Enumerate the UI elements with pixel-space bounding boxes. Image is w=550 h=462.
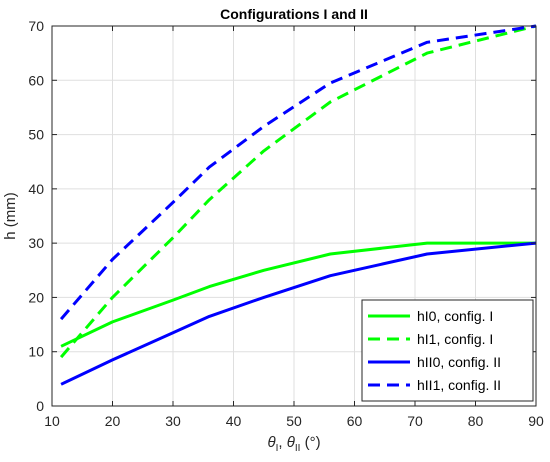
ticks [51,25,537,407]
x-tick-label: 90 [528,413,544,429]
legend-entry: hI0, config. I [417,308,493,324]
y-tick-label: 40 [28,181,44,197]
x-tick-label: 70 [407,413,423,429]
x-tick-labels: 10 20 30 40 50 60 70 80 90 [44,413,544,429]
y-tick-label: 50 [28,127,44,143]
x-axis-label-sub-1: I [276,443,279,454]
y-tick-label: 10 [28,344,44,360]
x-axis-label-theta-1: θ [267,434,275,451]
y-tick-label: 60 [28,72,44,88]
legend-entry: hI1, config. I [417,331,493,347]
y-tick-label: 30 [28,235,44,251]
y-axis-label: h (mm) [2,192,19,240]
x-tick-label: 50 [286,413,302,429]
y-tick-label: 20 [28,289,44,305]
x-axis-label-theta-2: θ [287,434,295,451]
x-axis-label-sep: , [278,434,286,451]
x-tick-label: 20 [105,413,121,429]
series-line [60,241,537,386]
x-tick-label: 60 [347,413,363,429]
series-lines [59,24,537,386]
x-tick-label: 30 [165,413,181,429]
series-line [59,24,537,321]
x-tick-label: 40 [226,413,242,429]
series-line [60,241,536,348]
legend-entry: hII1, config. II [417,377,501,393]
x-tick-label: 10 [44,413,60,429]
series-line [59,24,537,359]
x-axis-label-sub-2: II [295,443,301,454]
chart-title: Configurations I and II [220,6,368,22]
x-tick-label: 80 [468,413,484,429]
y-tick-labels: 0 10 20 30 40 50 60 70 [28,18,44,414]
x-axis-label: θI, θII (°) [267,434,320,454]
y-tick-label: 0 [36,398,44,414]
legend-entry: hII0, config. II [417,354,501,370]
x-axis-label-unit: (°) [300,434,320,451]
legend: hI0, config. I hI1, config. I hII0, config… [361,299,534,402]
y-tick-label: 70 [28,18,44,34]
